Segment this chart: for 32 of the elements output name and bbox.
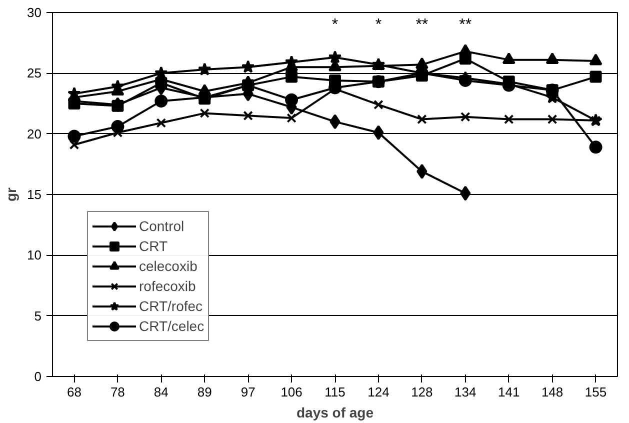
legend-label: Control	[139, 218, 184, 234]
y-tick-label: 25	[27, 66, 42, 81]
x-tick-label: 84	[154, 384, 168, 400]
x-tick-label: 78	[110, 384, 125, 400]
annotation: **	[459, 16, 472, 34]
legend-label: CRT	[139, 238, 168, 254]
y-tick-label: 20	[27, 126, 42, 142]
x-tick-label: 106	[280, 384, 302, 400]
legend-label: celecoxib	[139, 258, 198, 274]
annotation: *	[375, 16, 382, 34]
x-tick-label: 97	[240, 384, 256, 400]
x-tick-label: 134	[454, 384, 476, 400]
y-axis-title: gr	[3, 186, 20, 202]
x-tick-label: 128	[411, 384, 433, 400]
annotation: *	[332, 16, 338, 34]
y-tick-label: 10	[27, 248, 42, 263]
y-tick-label: 0	[34, 369, 42, 384]
x-tick-label: 68	[67, 384, 82, 400]
x-tick-label: 89	[197, 384, 212, 400]
y-tick-label: 15	[27, 187, 42, 202]
x-tick-label: 141	[498, 384, 520, 400]
y-tick-label: 30	[27, 5, 42, 20]
annotation: **	[416, 16, 428, 34]
y-tick-label: 5	[34, 308, 42, 324]
x-tick-label: 155	[584, 384, 607, 400]
x-axis-title: days of age	[296, 404, 374, 420]
legend-label: rofecoxib	[139, 278, 196, 294]
x-tick-label: 148	[541, 384, 564, 400]
x-tick-label: 115	[324, 384, 346, 400]
legend-label: CRT/rofec	[139, 298, 203, 314]
legend-label: CRT/celec	[139, 318, 204, 334]
x-tick-label: 124	[368, 384, 390, 400]
